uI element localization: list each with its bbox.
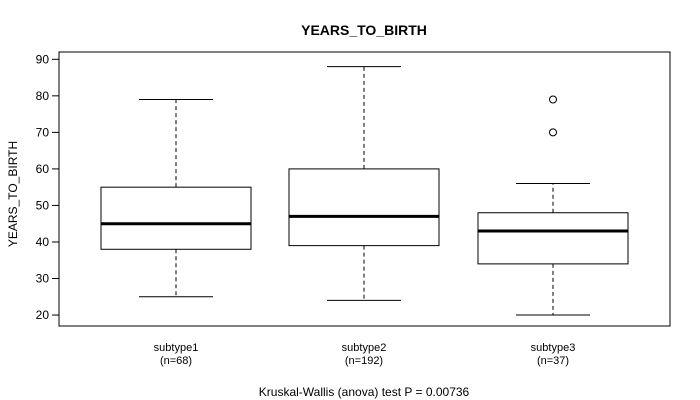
boxes xyxy=(100,66,629,316)
chart-title: YEARS_TO_BIRTH xyxy=(301,22,427,38)
outlier-point xyxy=(549,95,557,104)
box-subtype3 xyxy=(477,95,629,316)
x-axis-labels: subtype1(n=68) subtype2(n=192) subtype3(n=… xyxy=(154,342,576,367)
y-axis: 20 30 40 50 60 70 80 90 xyxy=(36,52,60,322)
y-tick-label: 30 xyxy=(36,272,50,286)
iqr-box xyxy=(477,212,629,265)
iqr-box xyxy=(288,168,440,247)
y-tick-label: 60 xyxy=(36,162,50,176)
y-tick-label: 20 xyxy=(36,308,50,322)
y-tick-label: 90 xyxy=(36,52,50,66)
y-axis-label: YEARS_TO_BIRTH xyxy=(6,141,20,247)
category-label: subtype1 xyxy=(154,342,199,354)
category-count-label: (n=68) xyxy=(160,355,192,367)
iqr-box xyxy=(100,186,252,250)
box-subtype1 xyxy=(100,98,252,298)
y-tick-label: 50 xyxy=(36,198,50,212)
y-tick-label: 70 xyxy=(36,125,50,139)
test-footnote: Kruskal-Wallis (anova) test P = 0.00736 xyxy=(259,385,470,399)
y-tick-label: 40 xyxy=(36,235,50,249)
outlier-point xyxy=(549,128,557,137)
y-tick-label: 80 xyxy=(36,89,50,103)
category-label: subtype3 xyxy=(531,342,576,354)
category-label: subtype2 xyxy=(342,342,387,354)
box-subtype2 xyxy=(288,66,440,301)
category-count-label: (n=192) xyxy=(345,355,383,367)
category-count-label: (n=37) xyxy=(537,355,569,367)
